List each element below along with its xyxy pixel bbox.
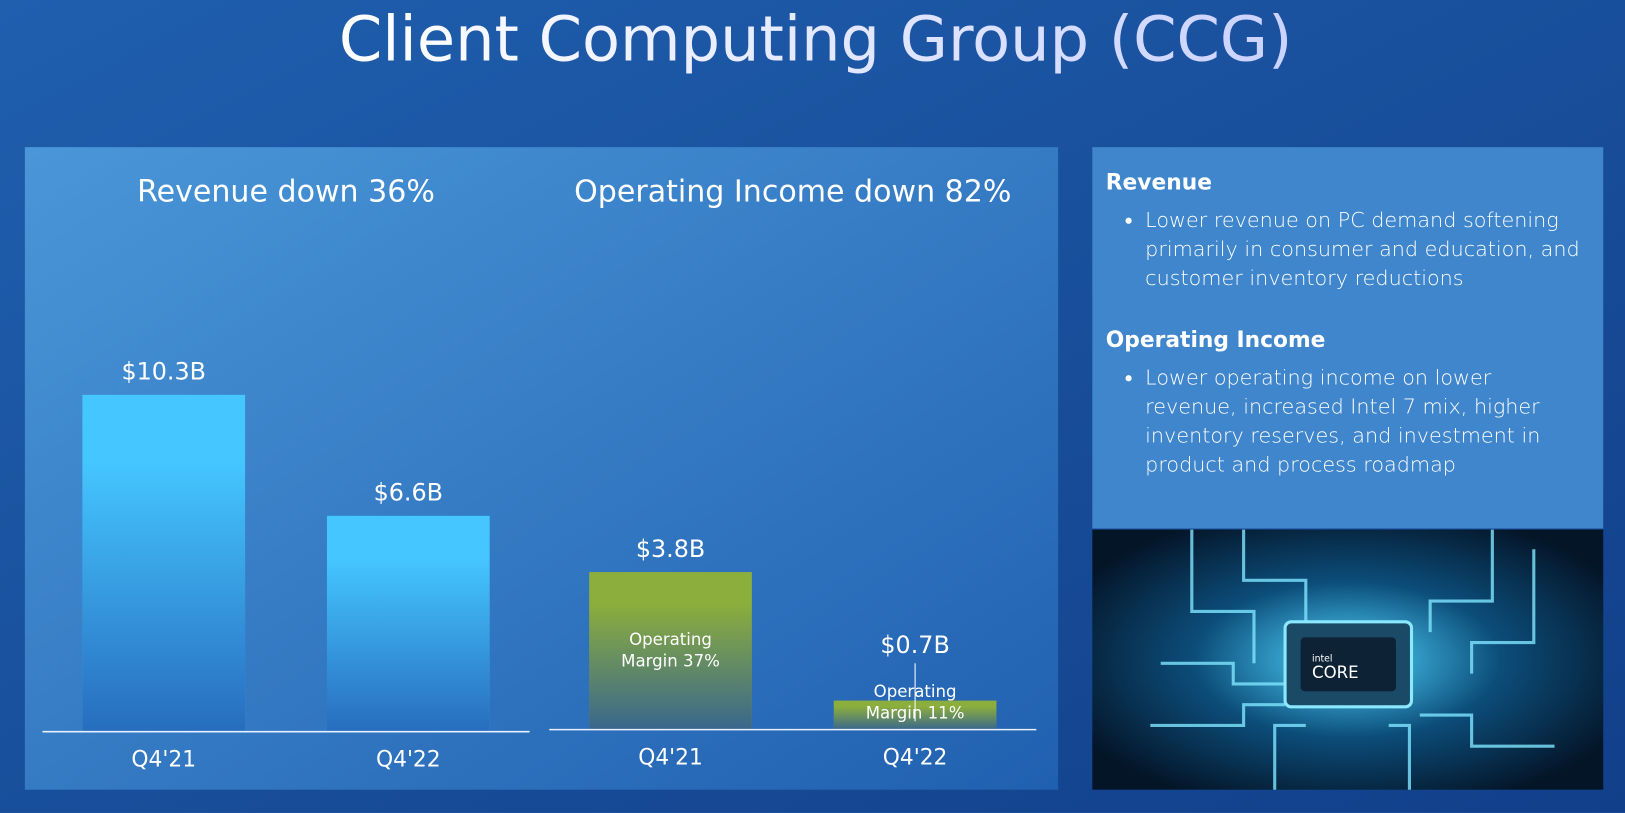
chip-face [1300,637,1396,692]
slide-title: Client Computing Group (CCG) [339,3,1292,76]
bar-annotation: Margin 37% [621,652,720,671]
bar-annotation: Operating [629,630,712,649]
x-tick-label: Q4'21 [131,748,196,773]
bullet-list: Lower revenue on PC demand softening pri… [1106,205,1589,292]
bar-annotation: Margin 11% [866,704,965,723]
chip-image: intel CORE [1092,529,1604,790]
data-label: $10.3B [121,358,206,386]
chart-title: Operating Income down 82% [574,174,1011,209]
circuit-lines [1150,529,1555,790]
bar-shade [589,572,752,730]
x-tick-label: Q4'22 [376,748,441,773]
data-label: $3.8B [636,535,705,563]
x-tick-label: Q4'21 [638,746,703,771]
bar-annotation: Operating [874,682,957,701]
bar-shade [82,394,246,732]
bullet: Lower operating income on lower revenue,… [1145,363,1589,479]
sidebar: Revenue Lower revenue on PC demand soften… [1092,147,1603,528]
section-heading: Operating Income [1105,327,1326,353]
data-label: $6.6B [374,479,443,507]
chart-title: Revenue down 36% [137,174,435,209]
bullet-list: Lower operating income on lower revenue,… [1106,363,1589,479]
x-tick-label: Q4'22 [883,746,948,771]
data-label: $0.7B [880,631,949,659]
chip-brand: intel [1312,654,1332,665]
section-heading: Revenue [1105,169,1213,195]
chip-product: CORE [1312,663,1359,682]
bullet: Lower revenue on PC demand softening pri… [1145,205,1589,292]
sidebar-panel [1092,147,1604,529]
bar-shade [326,515,490,732]
